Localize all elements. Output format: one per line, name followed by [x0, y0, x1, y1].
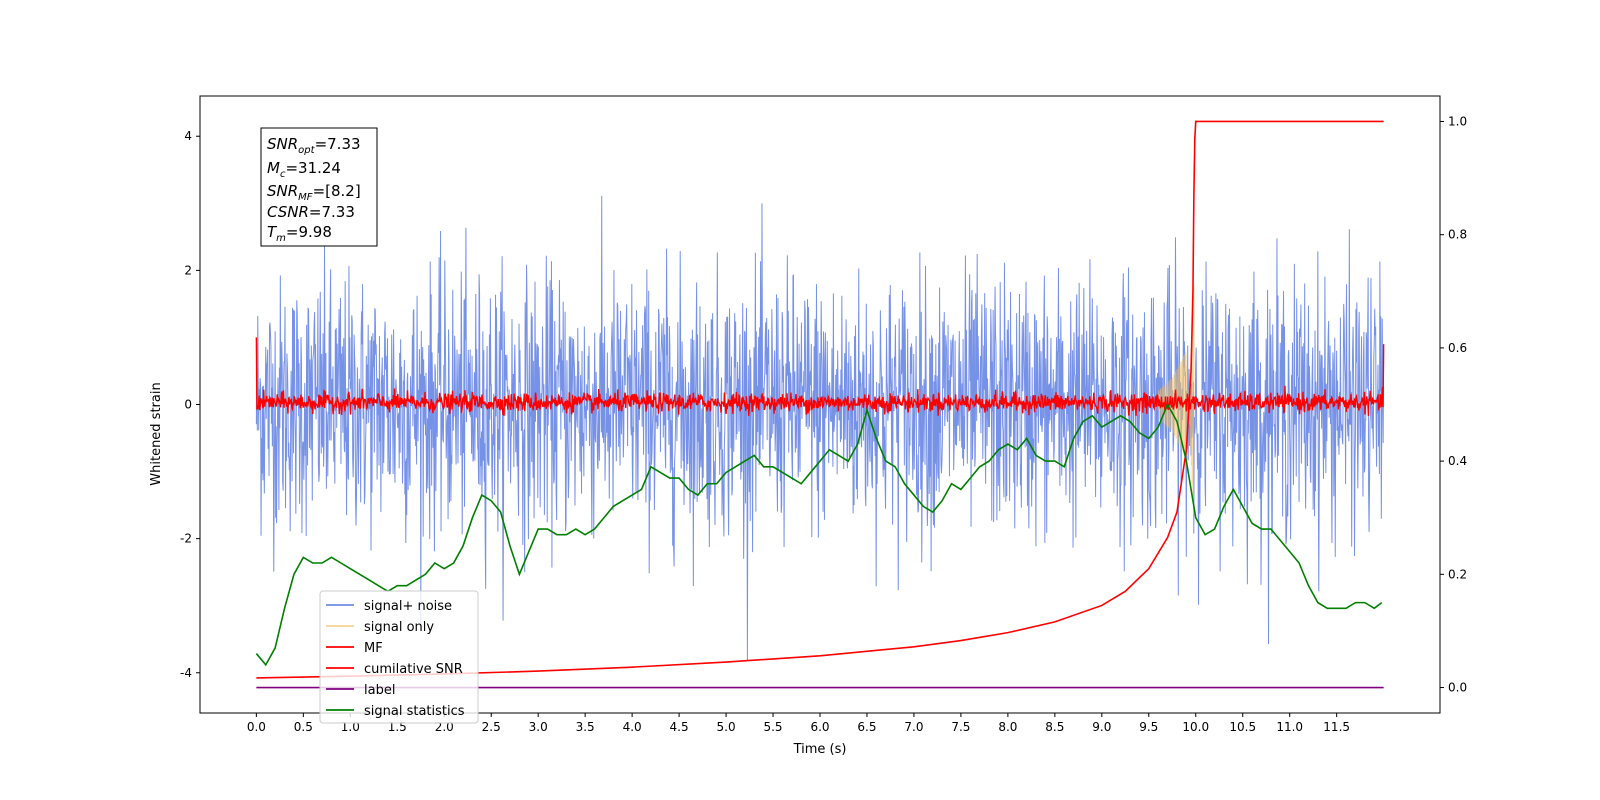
left-y-axis-ticks: 4 2 0 -2 -4	[180, 129, 200, 680]
left-y-tick-label: 4	[184, 129, 192, 143]
x-tick-label: 2.5	[482, 720, 501, 734]
x-tick-label: 11.5	[1323, 720, 1350, 734]
legend-entry: MF	[364, 641, 383, 656]
right-y-tick-label: 1.0	[1448, 114, 1467, 128]
right-y-tick-label: 0.0	[1448, 681, 1467, 695]
right-y-tick-label: 0.2	[1448, 567, 1467, 581]
x-tick-label: 6.0	[810, 720, 829, 734]
snr-opt-text: SNRopt=7.33	[267, 135, 361, 156]
x-tick-label: 9.0	[1092, 720, 1111, 734]
x-tick-label: 3.5	[576, 720, 595, 734]
right-y-axis-ticks: 1.0 0.8 0.6 0.4 0.2 0.0	[1440, 114, 1467, 695]
series-signal-only	[1157, 285, 1196, 515]
tm-text: Tm=9.98	[267, 223, 332, 244]
x-tick-label: 10.5	[1229, 720, 1256, 734]
x-tick-label: 8.0	[998, 720, 1017, 734]
csnr-value: =7.33	[309, 203, 355, 221]
right-y-tick-label: 0.6	[1448, 341, 1467, 355]
left-y-tick-label: 0	[184, 398, 192, 412]
legend: signal+ noise signal only MF cumilative SNR…	[319, 590, 479, 724]
x-tick-label: 9.5	[1139, 720, 1158, 734]
csnr-text: CSNR=7.33	[267, 203, 355, 221]
x-tick-label: 5.0	[717, 720, 736, 734]
snr-mf-value: =[8.2]	[313, 182, 361, 200]
signal-statistics-line	[255, 402, 1383, 667]
x-axis-ticks: 0.0 0.5 1.0 1.5 2.0 2.5 3.0 3.5 4.0 4.5 5.0 5.5 6.0 6…	[247, 713, 1350, 734]
x-tick-label: 0.0	[247, 720, 266, 734]
right-y-tick-label: 0.4	[1448, 454, 1467, 468]
x-tick-label: 4.5	[670, 720, 689, 734]
series-cumulative-snr	[256, 120, 1384, 679]
legend-entry: signal statistics	[364, 704, 465, 719]
right-y-tick-label: 0.8	[1448, 228, 1467, 242]
legend-entry: signal+ noise	[364, 599, 452, 614]
x-tick-label: 7.0	[904, 720, 923, 734]
x-tick-label: 7.5	[951, 720, 970, 734]
snr-mf-text: SNRMF=[8.2]	[267, 182, 361, 203]
x-tick-label: 0.5	[294, 720, 313, 734]
legend-entry: signal only	[364, 620, 434, 635]
signal-only-line	[1157, 285, 1196, 515]
left-y-tick-label: -2	[180, 532, 192, 546]
legend-entry: label	[364, 683, 395, 698]
snr-opt-value: =7.33	[315, 135, 361, 153]
mf-line	[255, 337, 1385, 416]
tm-value: =9.98	[286, 223, 332, 241]
series-mf	[255, 337, 1385, 416]
info-annotation-box: SNRopt=7.33 Mc=31.24 SNRMF=[8.2] CSNR=7.…	[260, 127, 378, 247]
left-y-tick-label: 2	[184, 263, 192, 277]
left-y-axis-label: Whitened strain	[149, 382, 164, 485]
cumulative-snr-line	[256, 120, 1384, 679]
legend-entry: cumilative SNR	[364, 662, 463, 677]
left-y-tick-label: -4	[180, 666, 192, 680]
x-tick-label: 11.0	[1276, 720, 1303, 734]
x-tick-label: 10.0	[1182, 720, 1209, 734]
mc-text: Mc=31.24	[267, 159, 341, 180]
x-tick-label: 8.5	[1045, 720, 1064, 734]
series-signal-statistics	[255, 402, 1383, 667]
mc-value: =31.24	[285, 159, 341, 177]
x-tick-label: 4.0	[623, 720, 642, 734]
info-box-border	[260, 127, 378, 247]
x-tick-label: 3.0	[529, 720, 548, 734]
x-tick-label: 5.5	[763, 720, 782, 734]
x-tick-label: 6.5	[857, 720, 876, 734]
legend-box	[319, 590, 479, 724]
x-axis-label: Time (s)	[793, 742, 847, 757]
